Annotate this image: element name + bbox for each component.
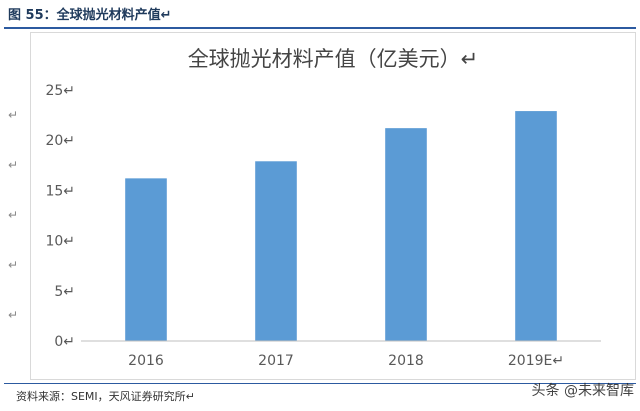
return-mark: ↵ [8, 108, 19, 122]
return-mark: ↵ [8, 308, 19, 322]
x-tick-label: 2019E↵ [508, 353, 564, 369]
x-tick-label: 2016 [128, 353, 164, 369]
return-mark: ↵ [8, 208, 19, 222]
chart-title: 全球抛光材料产值（亿美元）↵ [188, 47, 479, 71]
bar [515, 111, 557, 341]
bar [385, 128, 427, 341]
source-divider [4, 383, 636, 384]
y-tick-label: 5↵ [54, 284, 75, 300]
header-divider [4, 27, 636, 29]
y-tick-label: 20↵ [45, 133, 75, 149]
chart-frame: 全球抛光材料产值（亿美元）↵ 0↵ 5↵ 10↵ 15↵ 20↵ 25↵ 2016 2017… [30, 32, 636, 380]
return-mark: ↵ [8, 158, 19, 172]
x-tick-label: 2017 [258, 353, 294, 369]
y-tick-label: 0↵ [54, 334, 75, 350]
y-tick-label: 15↵ [45, 183, 75, 199]
source-note: 资料来源：SEMI，天风证券研究所↵ [16, 390, 195, 403]
figure-label: 图 55：全球抛光材料产值↵ [8, 8, 172, 23]
bar [125, 178, 167, 341]
y-tick-label: 25↵ [45, 83, 75, 99]
bar [255, 161, 297, 341]
x-tick-label: 2018 [388, 353, 424, 369]
bar-chart: 全球抛光材料产值（亿美元）↵ 0↵ 5↵ 10↵ 15↵ 20↵ 25↵ 2016 2017… [45, 47, 601, 369]
return-mark: ↵ [8, 258, 19, 272]
y-tick-label: 10↵ [45, 234, 75, 250]
watermark-text: 头条 @未来智库 [531, 383, 634, 399]
